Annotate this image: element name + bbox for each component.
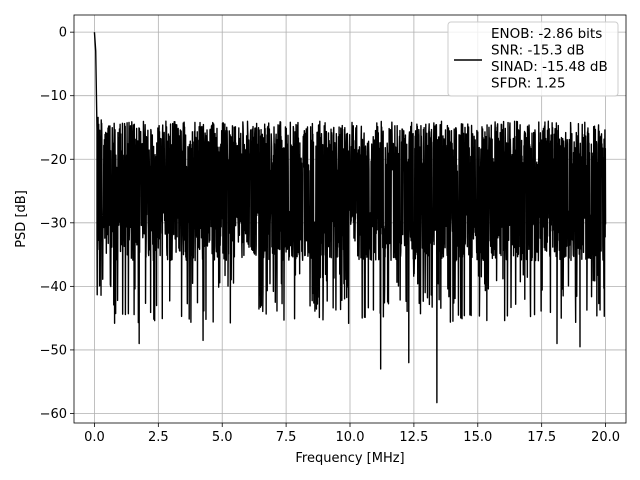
x-tick-label: 20.0 [591, 430, 620, 445]
legend-snr-text: SNR: -15.3 dB [491, 43, 585, 59]
y-axis-label: PSD [dB] [14, 190, 29, 248]
legend-box [447, 21, 619, 97]
x-tick-label: 15.0 [463, 430, 492, 445]
x-tick-label: 10.0 [336, 430, 365, 445]
x-tick-label: 0.0 [84, 430, 105, 445]
x-axis-ticks: 0.0 2.5 5.0 7.5 10.0 12.5 15.0 17.5 20.0 [84, 423, 620, 445]
legend-enob-text: ENOB: -2.86 bits [491, 26, 602, 42]
y-tick-label: −40 [40, 280, 67, 295]
y-tick-label: −30 [40, 216, 67, 231]
x-tick-label: 7.5 [276, 430, 297, 445]
legend-sfdr-text: SFDR: 1.25 [491, 76, 566, 92]
y-tick-label: −10 [40, 89, 67, 104]
y-tick-label: 0 [59, 26, 67, 41]
legend: ENOB: -2.86 bits SNR: -15.3 dB SINAD: -1… [447, 21, 619, 97]
legend-sinad-text: SINAD: -15.48 dB [491, 59, 608, 75]
x-tick-label: 2.5 [148, 430, 169, 445]
x-tick-label: 12.5 [399, 430, 428, 445]
y-tick-label: −20 [40, 153, 67, 168]
x-tick-label: 17.5 [527, 430, 556, 445]
y-tick-label: −60 [40, 407, 67, 422]
x-axis-label: Frequency [MHz] [295, 451, 404, 466]
plot-area [93, 32, 607, 404]
psd-series-line [93, 32, 607, 404]
x-tick-label: 5.0 [212, 430, 233, 445]
y-tick-label: −50 [40, 343, 67, 358]
y-axis-ticks: 0 −10 −20 −30 −40 −50 −60 [40, 26, 74, 422]
